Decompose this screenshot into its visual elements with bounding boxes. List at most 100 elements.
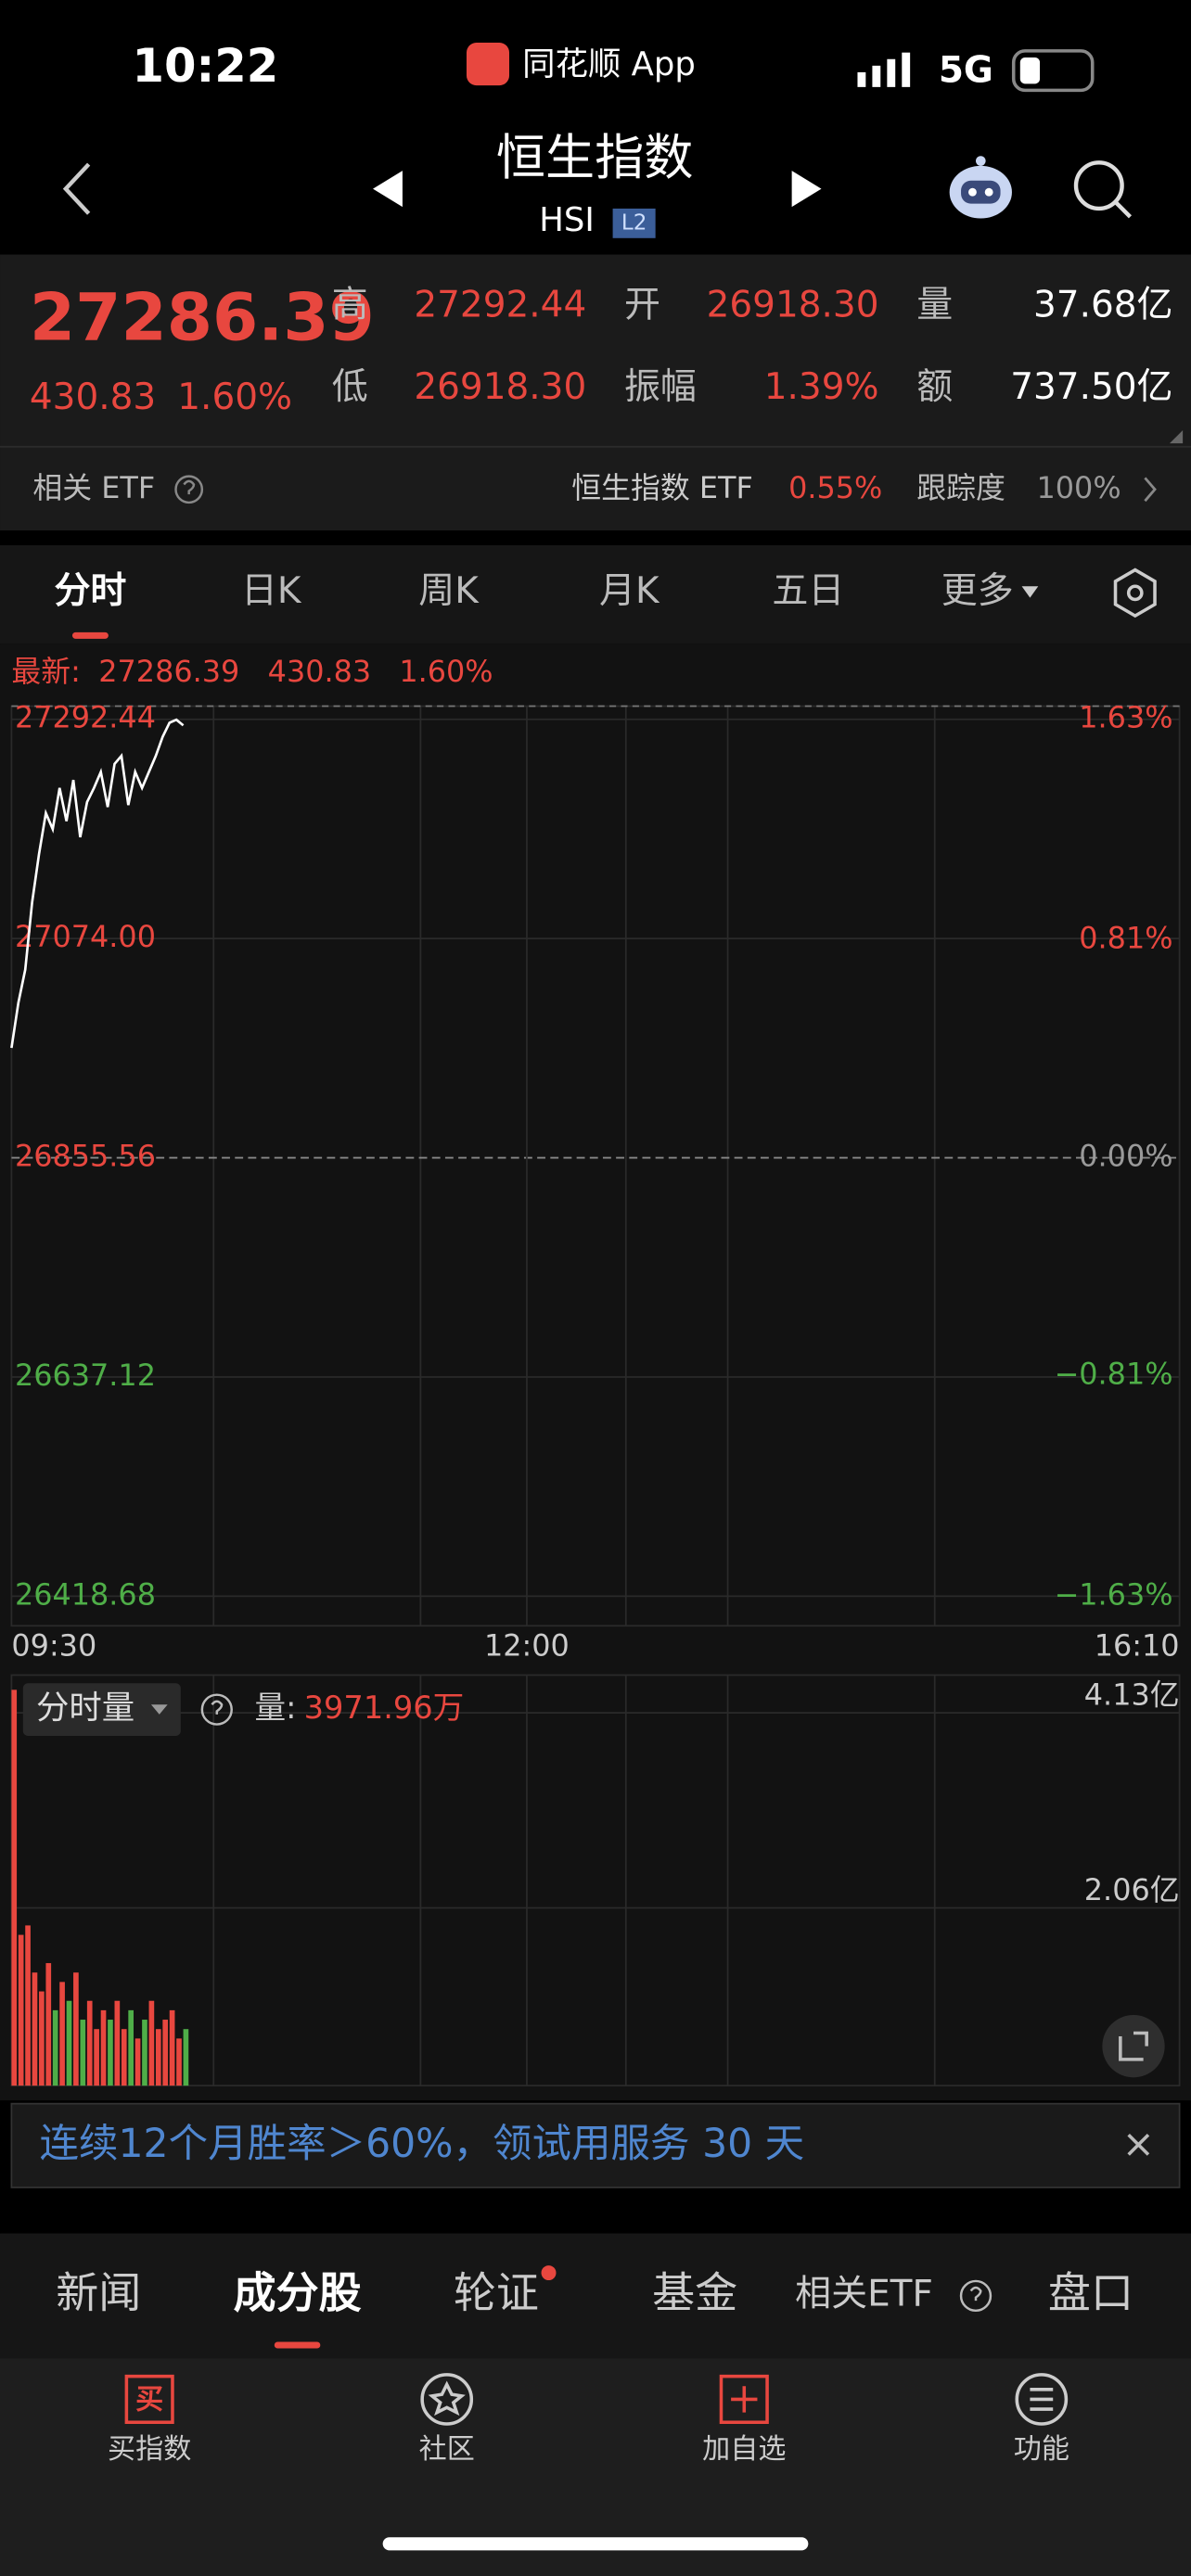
volume-bar: [114, 2000, 121, 2086]
banner-text[interactable]: 连续12个月胜率＞60%，领试用服务 30 天: [40, 2122, 805, 2167]
latest-value: 27286.39: [98, 654, 239, 689]
volume-help[interactable]: [200, 1693, 233, 1726]
nav-icon-text: 买: [135, 2384, 163, 2417]
field-label: 低: [332, 366, 368, 408]
x-tick-label: 12:00: [484, 1627, 570, 1663]
banner[interactable]: [10, 2102, 1181, 2188]
volume-bar: [25, 1925, 31, 2086]
bottom-tab[interactable]: 相关ETF: [795, 2273, 933, 2315]
y2-tick-label: −0.81%: [1055, 1357, 1173, 1392]
back-button[interactable]: [62, 162, 91, 215]
header-code: HSI: [539, 201, 595, 239]
field-value: 26918.30: [707, 285, 879, 326]
fullscreen-button[interactable]: [1102, 2015, 1165, 2078]
help-icon[interactable]: [174, 475, 204, 504]
volume-arrow: [150, 1704, 168, 1715]
price-line: [10, 718, 185, 1049]
y-tick-label: 26637.12: [15, 1358, 156, 1393]
notify-dot: [541, 2265, 557, 2281]
volume-bar: [80, 2020, 86, 2086]
y2-tick-label: 1.63%: [1079, 700, 1172, 735]
field-label: 高: [332, 285, 368, 326]
home-indicator: [382, 2537, 809, 2551]
bottom-tab[interactable]: 新闻: [56, 2267, 141, 2317]
nav-label[interactable]: 买指数: [108, 2433, 191, 2466]
quote-change-pct: 1.60%: [177, 376, 292, 418]
nav-label[interactable]: 加自选: [702, 2433, 786, 2466]
y2-tick-label: 0.00%: [1079, 1139, 1172, 1174]
y2-tick-label: 0.81%: [1079, 921, 1172, 956]
status-app: 同花顺 App: [522, 45, 696, 83]
volume-selector[interactable]: [22, 1683, 181, 1736]
volume-bar: [45, 1963, 52, 2086]
signal-icon: [857, 52, 911, 87]
volume-bar: [142, 2020, 147, 2086]
bottom-tab[interactable]: 基金: [652, 2267, 737, 2317]
volume-bar: [169, 2009, 175, 2086]
chart-tab[interactable]: 日K: [241, 570, 302, 612]
bottom-tab-underline: [274, 2341, 321, 2349]
battery-level: [1019, 57, 1041, 84]
banner-close[interactable]: [1127, 2134, 1150, 2156]
volume-bar: [39, 1991, 45, 2086]
bottom-tab[interactable]: 轮证: [454, 2267, 539, 2317]
prev-button[interactable]: [373, 171, 403, 208]
chart-tab[interactable]: 周K: [418, 570, 480, 612]
chart-tab[interactable]: 五日: [772, 570, 844, 612]
volume-bar: [155, 2029, 161, 2086]
field-label: 振幅: [624, 366, 697, 408]
volume-bar: [148, 2000, 155, 2086]
field-label: 量: [916, 285, 953, 326]
field-label: 额: [916, 366, 953, 408]
y-tick-label: 27292.44: [15, 700, 156, 735]
chart-panel: [0, 644, 1191, 2101]
bottom-tab[interactable]: 盘口: [1048, 2267, 1133, 2317]
field-label: 开: [624, 285, 660, 326]
status-network: 5G: [939, 49, 993, 91]
volume-label: 分时量: [36, 1690, 134, 1728]
volume-tick-label: 2.06亿: [1084, 1872, 1180, 1907]
etf-name[interactable]: 恒生指数 ETF: [571, 470, 752, 505]
volume-bar: [66, 2000, 72, 2086]
volume-bar: [162, 2020, 169, 2086]
nav-icon-community[interactable]: [420, 2373, 474, 2426]
search-button[interactable]: [1073, 160, 1133, 219]
nav-icon-menu[interactable]: [1015, 2373, 1069, 2426]
battery: [1011, 49, 1095, 93]
etf-arrow[interactable]: [1144, 477, 1157, 503]
volume-bar: [94, 2029, 99, 2086]
quote-panel: [0, 254, 1191, 531]
latest-value: 430.83: [268, 654, 371, 689]
tab-bar: [0, 544, 1191, 644]
nav-label[interactable]: 功能: [1014, 2433, 1069, 2466]
chart-tab[interactable]: 更多: [941, 570, 1014, 612]
badge-bg: [612, 208, 656, 238]
app-icon: [466, 43, 510, 86]
volume-value-label: 量:: [255, 1690, 297, 1726]
quote-change: 430.83: [30, 376, 156, 418]
etf-help[interactable]: [959, 2279, 992, 2313]
chart-tab[interactable]: 月K: [599, 570, 660, 612]
intraday-chart: 最新: 27286.39 430.83 1.60% 27292.44 27074.00 26…: [10, 654, 1181, 2087]
nav-label[interactable]: 社区: [419, 2433, 475, 2466]
volume-bar: [128, 2009, 134, 2086]
robot-button[interactable]: [949, 156, 1012, 219]
nav-icon-add[interactable]: [719, 2374, 769, 2425]
etf-tracking: 100%: [1037, 470, 1121, 505]
y-tick-label: 26855.56: [15, 1139, 156, 1174]
quote-price: 27286.39: [30, 279, 375, 356]
more-arrow[interactable]: [1021, 586, 1039, 598]
bottom-tab[interactable]: 成分股: [234, 2267, 362, 2317]
volume-bar: [86, 2000, 93, 2086]
next-button[interactable]: [791, 171, 822, 208]
nav-icon-buy[interactable]: [124, 2374, 174, 2425]
chart-tab[interactable]: 分时: [54, 570, 126, 612]
settings-button[interactable]: [1113, 567, 1157, 618]
status-time: 10:22: [132, 39, 278, 93]
x-tick-label: 09:30: [11, 1627, 96, 1663]
field-value: 1.39%: [764, 366, 879, 408]
volume-bar: [176, 2038, 182, 2086]
field-value: 37.68亿: [1033, 285, 1172, 326]
